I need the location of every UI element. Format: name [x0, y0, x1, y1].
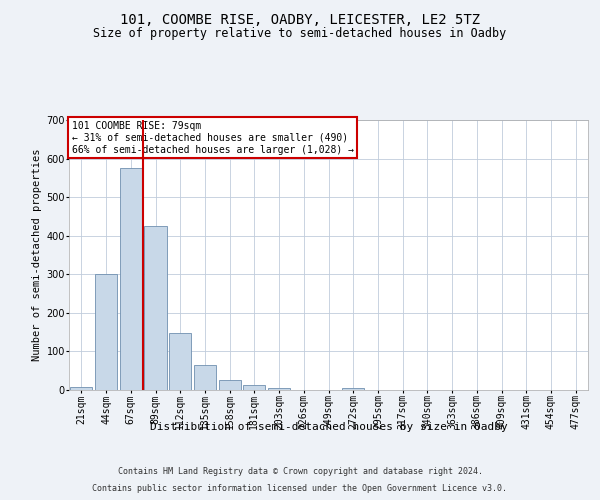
Text: Contains public sector information licensed under the Open Government Licence v3: Contains public sector information licen…: [92, 484, 508, 493]
Bar: [218, 380, 241, 390]
Text: 101, COOMBE RISE, OADBY, LEICESTER, LE2 5TZ: 101, COOMBE RISE, OADBY, LEICESTER, LE2 …: [120, 12, 480, 26]
Bar: [194, 365, 216, 390]
Bar: [70, 387, 92, 390]
Bar: [95, 274, 117, 390]
Bar: [119, 168, 142, 390]
Bar: [268, 388, 290, 390]
Bar: [342, 388, 364, 390]
Text: Contains HM Land Registry data © Crown copyright and database right 2024.: Contains HM Land Registry data © Crown c…: [118, 468, 482, 476]
Text: Size of property relative to semi-detached houses in Oadby: Size of property relative to semi-detach…: [94, 28, 506, 40]
Bar: [169, 333, 191, 390]
Bar: [145, 226, 167, 390]
Y-axis label: Number of semi-detached properties: Number of semi-detached properties: [32, 149, 42, 361]
Text: 101 COOMBE RISE: 79sqm
← 31% of semi-detached houses are smaller (490)
66% of se: 101 COOMBE RISE: 79sqm ← 31% of semi-det…: [71, 122, 353, 154]
Text: Distribution of semi-detached houses by size in Oadby: Distribution of semi-detached houses by …: [150, 422, 508, 432]
Bar: [243, 386, 265, 390]
